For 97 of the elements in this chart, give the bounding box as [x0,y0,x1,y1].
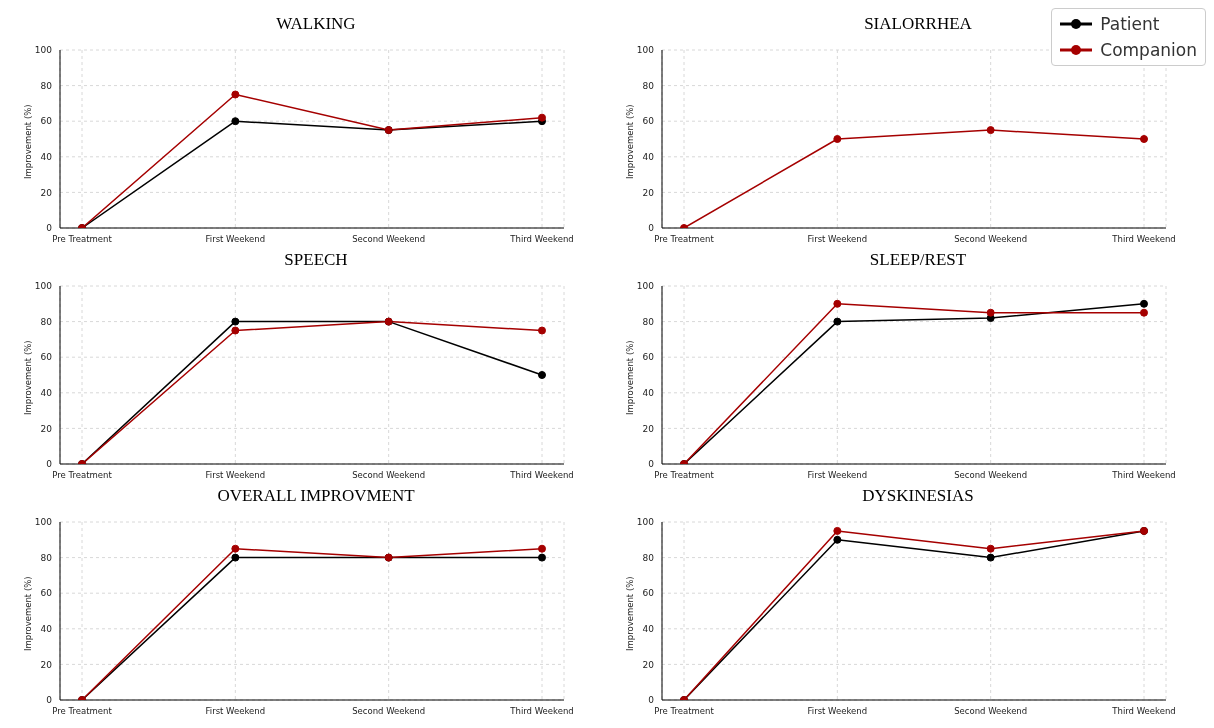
point [833,526,842,535]
y-tick-label: 60 [40,588,53,599]
y-tick-label: 40 [642,387,655,398]
point [231,553,240,562]
point [1140,135,1148,143]
x-tick-label: First Weekend [205,706,266,717]
x-tick-label: Second Weekend [352,234,426,245]
x-tick-label: Pre Treatment [654,706,715,717]
x-tick-label: Second Weekend [954,706,1028,717]
x-tick-label: Third Weekend [509,706,574,717]
y-tick-label: 0 [46,223,53,234]
y-tick-label: 80 [40,80,53,91]
x-tick-label: First Weekend [807,706,868,717]
point [538,544,546,553]
y-tick-label: 20 [40,187,53,198]
y-tick-label: 60 [40,116,53,127]
chart-title: OVERALL IMPROVMENT [216,486,416,506]
point [986,308,995,317]
x-tick-label: Pre Treatment [52,706,113,717]
point [231,326,240,335]
y-tick-label: 100 [636,281,655,292]
point [833,317,842,326]
point [833,135,842,143]
y-tick-label: 40 [40,152,53,162]
y-tick-label: 0 [648,695,655,706]
y-axis-title: Improvement (%) [23,104,34,179]
y-tick-label: 40 [642,152,655,162]
point [986,126,995,135]
y-tick-label: 20 [642,423,655,434]
y-tick-label: 20 [642,187,655,198]
y-axis-title: Improvement (%) [23,340,34,415]
point [538,113,546,122]
y-tick-label: 0 [46,459,53,470]
legend-label: Patient [1100,13,1160,36]
y-tick-label: 80 [642,80,655,91]
y-tick-label: 100 [34,281,53,292]
y-axis-title: Improvement (%) [625,104,636,179]
point [231,90,240,99]
x-tick-label: Third Weekend [509,234,574,245]
y-tick-label: 100 [636,517,655,528]
x-tick-label: Third Weekend [1111,706,1176,717]
y-tick-label: 60 [40,352,53,363]
point [1140,299,1148,308]
chart-title: SIALORRHEA [864,14,972,33]
y-tick-label: 20 [642,659,655,670]
point [986,544,995,553]
point [833,535,842,544]
y-axis-title: Improvement (%) [23,576,34,651]
y-tick-label: 80 [642,316,655,327]
y-tick-label: 100 [34,45,53,56]
y-axis-title: Improvement (%) [625,576,636,651]
chart-title: SPEECH [283,250,349,270]
x-tick-label: Third Weekend [509,470,574,481]
x-tick-label: First Weekend [205,234,266,245]
point [538,326,546,335]
point [538,371,546,379]
y-tick-label: 80 [40,316,53,327]
y-tick-label: 0 [648,223,655,234]
legend-label: Companion [1100,39,1197,62]
y-tick-label: 20 [40,659,53,670]
x-tick-label: Pre Treatment [52,470,113,481]
y-tick-label: 40 [642,623,655,634]
point [833,299,842,308]
y-tick-label: 60 [642,352,655,363]
x-tick-label: Second Weekend [352,706,426,717]
chart-title: SLEEP/REST [868,250,968,270]
point [231,544,240,553]
x-tick-label: Second Weekend [352,470,426,481]
point [538,553,546,562]
point [1140,308,1148,317]
point [986,553,995,562]
y-tick-label: 80 [40,552,53,563]
x-tick-label: Second Weekend [954,470,1028,481]
y-axis-title: Improvement (%) [625,340,636,415]
x-tick-label: First Weekend [205,470,266,481]
point [231,317,240,326]
x-tick-label: Third Weekend [1111,234,1176,245]
x-tick-label: Pre Treatment [654,234,715,245]
y-tick-label: 100 [636,45,655,56]
x-tick-label: Second Weekend [954,234,1028,245]
y-tick-label: 40 [40,623,53,634]
x-tick-label: Pre Treatment [654,470,715,481]
y-tick-label: 60 [642,116,655,127]
chart-title: DYSKINESIAS [861,486,975,506]
x-tick-label: Third Weekend [1111,470,1176,481]
x-tick-label: First Weekend [807,234,868,245]
chart-title: WALKING [275,14,357,34]
y-tick-label: 20 [40,423,53,434]
y-tick-label: 80 [642,552,655,563]
y-tick-label: 0 [46,695,53,706]
y-tick-label: 60 [642,588,655,599]
point [231,117,240,126]
y-tick-label: 100 [34,517,53,528]
y-tick-label: 0 [648,459,655,470]
x-tick-label: Pre Treatment [52,234,113,245]
y-tick-label: 40 [40,387,53,398]
x-tick-label: First Weekend [807,470,868,481]
